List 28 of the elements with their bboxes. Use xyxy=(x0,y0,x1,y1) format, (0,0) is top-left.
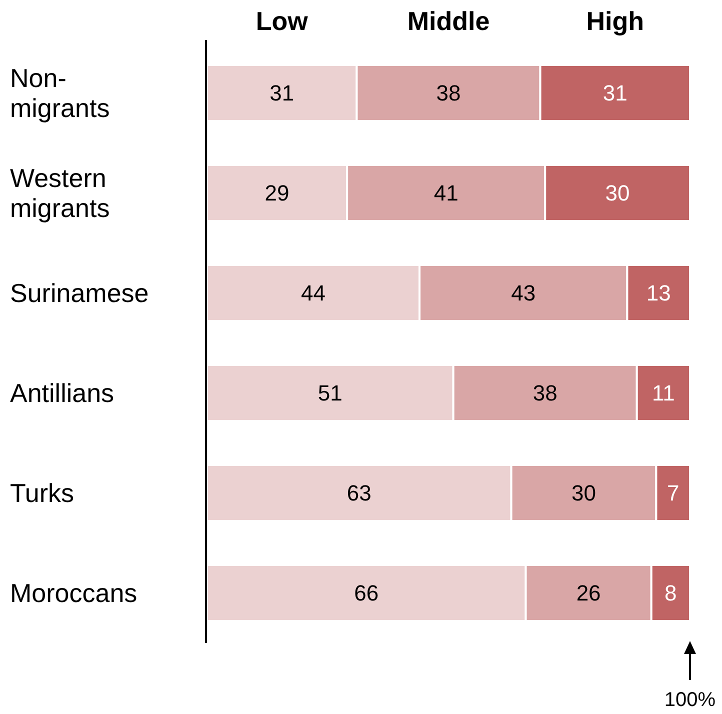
y-tick-label: Non-migrants xyxy=(10,63,110,124)
data-label: 31 xyxy=(270,80,294,106)
data-label: 30 xyxy=(605,180,630,206)
data-label: 41 xyxy=(434,180,458,206)
data-label: 7 xyxy=(666,480,680,506)
series-label: High xyxy=(586,6,644,36)
y-tick-label: Western migrants xyxy=(10,163,110,224)
y-tick-label: Antillians xyxy=(10,378,114,408)
series-label: Low xyxy=(256,6,309,36)
data-label: 13 xyxy=(646,280,671,306)
data-label: 43 xyxy=(511,280,536,306)
data-label: 38 xyxy=(436,80,461,106)
y-tick-label: Turks xyxy=(10,478,74,508)
data-label: 29 xyxy=(264,180,290,206)
data-label: 38 xyxy=(532,380,558,406)
data-label: 63 xyxy=(346,480,372,506)
data-label: 66 xyxy=(354,580,379,606)
data-label: 51 xyxy=(318,380,342,406)
data-label: 26 xyxy=(576,580,601,606)
data-label: 44 xyxy=(301,280,326,306)
data-label: 8 xyxy=(664,580,677,606)
data-label: 30 xyxy=(572,480,596,506)
y-tick-label: Surinamese xyxy=(10,278,149,308)
text: 100% xyxy=(664,689,716,711)
y-tick-label: Moroccans xyxy=(10,578,138,608)
data-label: 31 xyxy=(602,80,628,106)
series-label: Middle xyxy=(407,6,490,36)
data-label: 11 xyxy=(652,380,675,406)
